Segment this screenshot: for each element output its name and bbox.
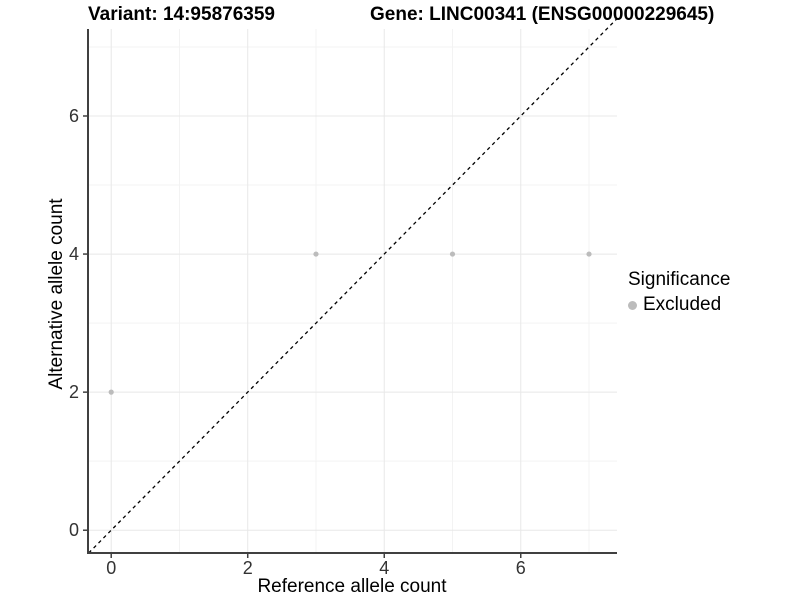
x-tick-label: 2: [243, 558, 253, 578]
x-tick-label: 4: [379, 558, 389, 578]
tick-marks: [83, 115, 522, 558]
y-tick-label: 0: [69, 520, 79, 540]
legend-item: Excluded: [628, 294, 730, 316]
data-point: [108, 389, 114, 395]
legend-point-icon: [628, 300, 637, 310]
data-point: [586, 251, 592, 257]
legend-item-label: Excluded: [643, 294, 722, 315]
variant-title: Variant: 14:95876359: [88, 4, 275, 25]
axis-lines: [87, 29, 617, 554]
legend: Significance Excluded: [628, 269, 730, 316]
x-axis-title: Reference allele count: [257, 576, 447, 597]
data-point: [313, 251, 319, 257]
minor-gridlines: [88, 29, 617, 553]
major-gridlines: [88, 29, 617, 553]
gene-title: Gene: LINC00341 (ENSG00000229645): [370, 4, 715, 25]
tick-labels: 0 2 4 6 0 2 4 6: [69, 106, 526, 578]
x-tick-label: 0: [106, 558, 116, 578]
data-point: [449, 251, 456, 257]
legend-title: Significance: [628, 269, 731, 290]
y-tick-label: 2: [69, 382, 79, 402]
y-tick-label: 4: [69, 244, 79, 264]
x-tick-label: 6: [516, 558, 526, 578]
identity-line: [88, 18, 618, 554]
data-points: [108, 251, 592, 395]
identity-dashed-line: [88, 18, 618, 554]
y-axis-title: Alternative allele count: [46, 198, 67, 390]
y-tick-label: 6: [69, 106, 79, 126]
